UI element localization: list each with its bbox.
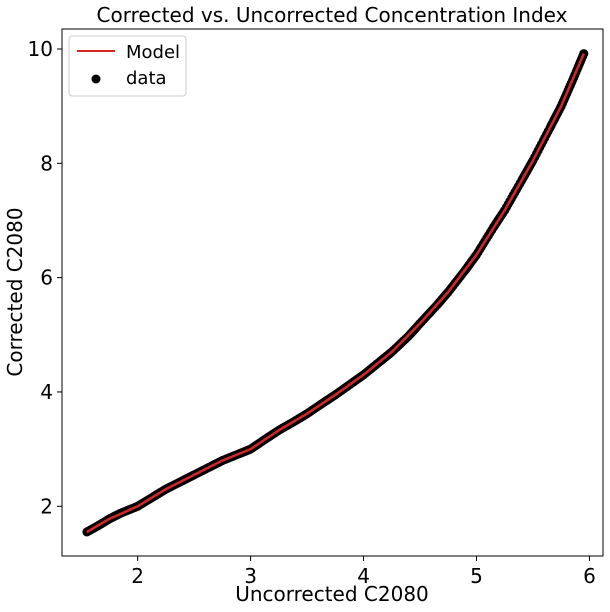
y-tick-label: 6 [40,266,53,290]
y-axis: 2 4 6 8 10 [28,37,62,518]
y-tick-label: 8 [40,151,53,175]
x-tick-label: 5 [470,564,483,588]
plot-area [82,49,589,537]
y-tick-label: 10 [28,37,53,61]
model-line [86,53,585,534]
x-tick-label: 4 [357,564,370,588]
x-tick-label: 6 [583,564,596,588]
y-axis-label: Corrected C2080 [3,207,27,376]
x-axis: 2 3 4 5 6 [131,556,596,588]
x-tick-label: 3 [244,564,257,588]
legend-data-swatch [91,74,101,84]
axes-frame [61,28,604,557]
y-tick-label: 4 [40,380,53,404]
x-tick-label: 2 [131,564,144,588]
legend-model-label: Model [126,42,180,63]
y-tick-label: 2 [40,494,53,518]
x-axis-label: Uncorrected C2080 [235,582,429,606]
legend-data-label: data [126,68,167,89]
legend: Model data [68,35,187,97]
chart-title: Corrected vs. Uncorrected Concentration … [97,3,568,27]
